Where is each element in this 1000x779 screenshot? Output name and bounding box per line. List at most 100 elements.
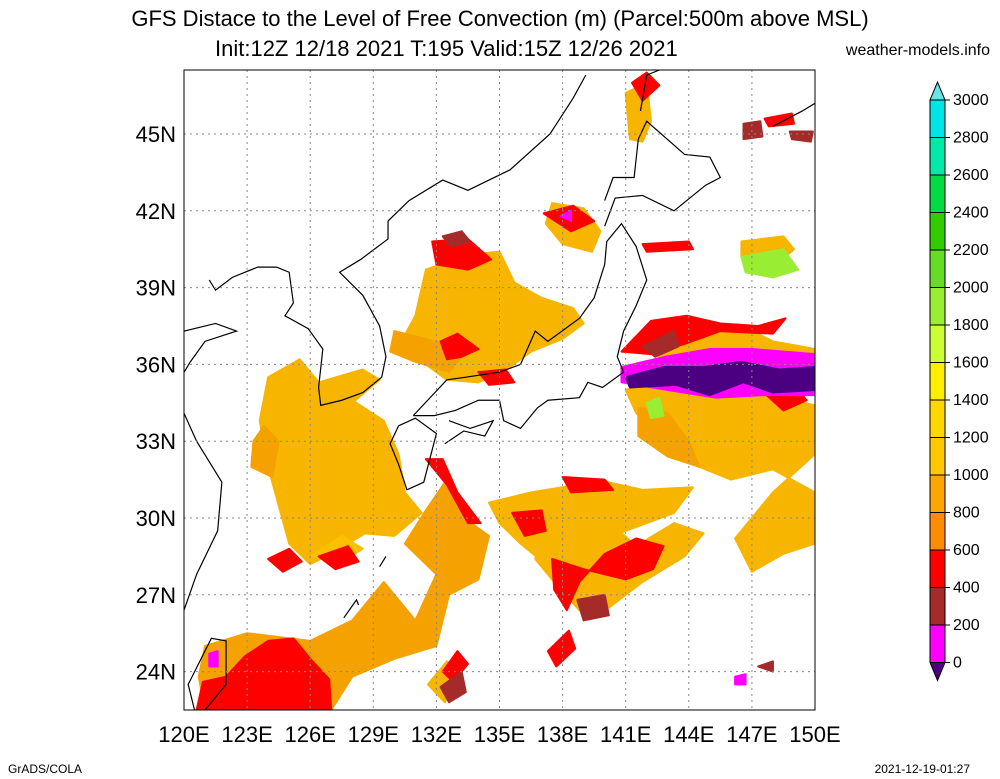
lfc-region — [561, 476, 615, 494]
lon-tick-label: 129E — [348, 722, 399, 747]
lfc-region — [511, 509, 547, 537]
colorbar: 0 200 400 600 800 1000 1200 1400 1600 1800 2000 220… — [929, 80, 989, 682]
chart-subtitle: Init:12Z 12/18 2021 T:195 Valid:15Z 12/2… — [215, 36, 678, 61]
lfc-region — [559, 209, 573, 223]
lfc-region — [757, 660, 774, 673]
colorbar-segment — [929, 324, 946, 363]
colorbar-segment — [929, 362, 946, 401]
lfc-region — [439, 332, 480, 361]
coastline — [208, 74, 587, 407]
colorbar-label: 0 — [953, 655, 962, 672]
colorbar-label: 200 — [953, 617, 980, 634]
colorbar-segment — [929, 474, 946, 513]
lfc-region — [763, 112, 795, 128]
lfc-region — [631, 71, 661, 102]
colorbar-segment — [929, 587, 946, 626]
coastline — [639, 70, 660, 112]
coastline — [604, 120, 722, 227]
colorbar-label: 1200 — [953, 430, 989, 447]
lat-tick-label: 33N — [136, 429, 176, 454]
lon-tick-labels: 120E 123E 126E 129E 132E 135E 138E 141E 144E 147E… — [158, 722, 840, 747]
colorbar-segment — [929, 174, 946, 213]
lfc-region — [208, 650, 219, 668]
lfc-region — [546, 629, 577, 668]
coastline — [412, 222, 648, 430]
lfc-region — [267, 547, 303, 573]
colorbar-segment — [929, 99, 946, 138]
lfc-region — [309, 368, 381, 404]
lat-tick-label: 42N — [136, 199, 176, 224]
lat-tick-label: 45N — [136, 122, 176, 147]
footer-left: GrADS/COLA — [8, 762, 83, 776]
colorbar-label: 2200 — [953, 242, 989, 259]
colorbar-segment — [929, 549, 946, 588]
colorbar-label: 2600 — [953, 167, 989, 184]
lfc-region — [641, 330, 680, 358]
lfc-region — [645, 396, 665, 420]
coastline — [379, 556, 387, 567]
colorbar-label: 600 — [953, 542, 980, 559]
lfc-field-layer — [195, 71, 815, 710]
colorbar-label: 3000 — [953, 92, 989, 109]
lfc-region — [250, 424, 280, 479]
colorbar-label: 2400 — [953, 205, 989, 222]
lfc-region — [441, 230, 472, 248]
lfc-region — [742, 120, 764, 141]
colorbar-label: 1000 — [953, 467, 989, 484]
colorbar-label: 800 — [953, 505, 980, 522]
coastline — [389, 417, 438, 491]
lat-tick-label: 39N — [136, 276, 176, 301]
colorbar-segment — [929, 287, 946, 326]
lfc-region — [734, 673, 747, 686]
colorbar-label: 400 — [953, 580, 980, 597]
colorbar-label: 1600 — [953, 355, 989, 372]
colorbar-top-arrow — [929, 80, 946, 101]
lfc-region — [439, 670, 467, 704]
chart-title: GFS Distace to the Level of Free Convect… — [131, 6, 869, 31]
source-site: weather-models.info — [845, 42, 990, 59]
lfc-region — [195, 637, 333, 710]
coastline — [444, 419, 495, 445]
coastline — [772, 102, 815, 127]
lon-tick-label: 126E — [285, 722, 336, 747]
lat-tick-label: 27N — [136, 583, 176, 608]
colorbar-segment — [929, 437, 946, 476]
colorbar-label: 1800 — [953, 317, 989, 334]
lon-tick-label: 138E — [537, 722, 588, 747]
lfc-region — [788, 130, 814, 143]
coastline-layer — [184, 70, 815, 710]
colorbar-label: 1400 — [953, 392, 989, 409]
lfc-region — [637, 406, 701, 468]
colorbar-segment — [929, 399, 946, 438]
lon-tick-label: 147E — [726, 722, 777, 747]
colorbar-segment — [929, 212, 946, 251]
lfc-region — [389, 330, 467, 374]
grid-lines — [184, 70, 815, 710]
coastline — [343, 598, 360, 619]
lfc-region — [441, 650, 469, 683]
colorbar-segment — [929, 624, 946, 663]
map-frame — [183, 69, 816, 711]
lon-tick-label: 150E — [789, 722, 840, 747]
lat-tick-label: 30N — [136, 506, 176, 531]
lon-tick-label: 123E — [221, 722, 272, 747]
lon-tick-label: 135E — [474, 722, 525, 747]
lfc-region — [477, 368, 516, 386]
lfc-region — [624, 360, 815, 397]
lfc-region — [551, 537, 665, 612]
colorbar-segment — [929, 249, 946, 288]
lon-tick-label: 120E — [158, 722, 209, 747]
lfc-region — [317, 545, 360, 571]
colorbar-bottom-arrow — [929, 662, 946, 682]
lat-tick-labels: 24N 27N 30N 33N 36N 39N 42N 45N — [136, 122, 176, 685]
lat-tick-label: 36N — [136, 352, 176, 377]
colorbar-label: 2800 — [953, 130, 989, 147]
lon-tick-label: 132E — [411, 722, 462, 747]
lon-tick-label: 141E — [600, 722, 651, 747]
lfc-region — [576, 593, 610, 622]
lfc-region — [641, 240, 695, 253]
footer-right: 2021-12-19-01:27 — [874, 762, 970, 776]
lfc-region — [424, 458, 482, 525]
lon-tick-label: 144E — [663, 722, 714, 747]
